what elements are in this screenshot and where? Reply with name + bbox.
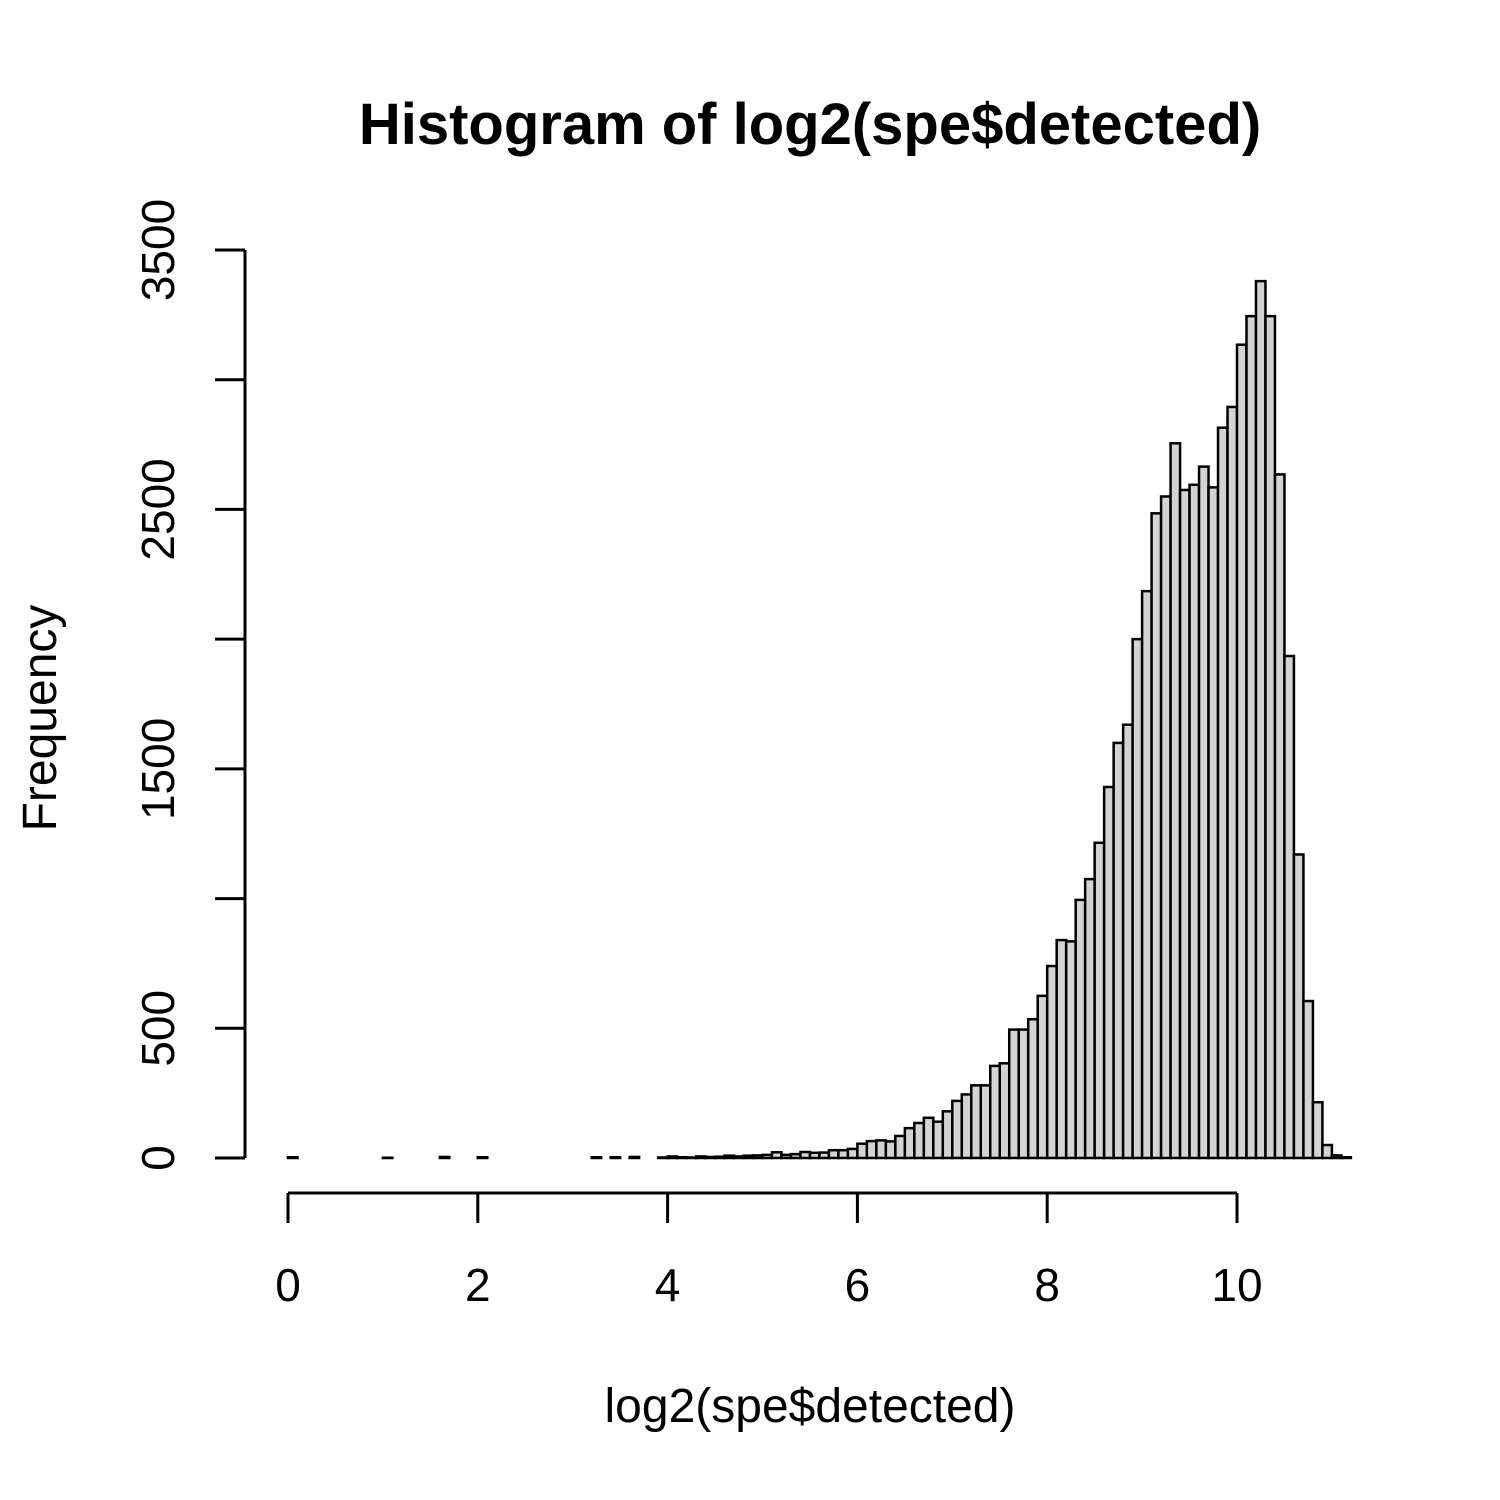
histogram-bar [998,1062,1011,1160]
histogram-bar [704,1155,717,1160]
histogram-bar [1197,465,1210,1160]
histogram-bar [1036,994,1049,1160]
histogram-bar [941,1110,954,1160]
histogram-bar [989,1064,1002,1160]
histogram-bar [1140,589,1153,1160]
histogram-bar [1017,1028,1030,1160]
histogram-bar [780,1153,793,1160]
histogram-bar [476,1155,489,1160]
histogram-bar [922,1116,935,1160]
x-axis-label: log2(spe$detected) [605,1380,1016,1433]
histogram-bar [894,1134,907,1160]
histogram-bar [856,1142,869,1160]
histogram-bar [732,1155,745,1160]
histogram-bar [846,1147,859,1160]
y-axis-label: Frequency [14,605,67,832]
bars-group [286,279,1353,1160]
histogram-bar [1026,1017,1039,1160]
histogram-bar [1150,512,1163,1160]
histogram-bar [1188,483,1201,1160]
histogram-bar [979,1084,992,1160]
histogram-bar [903,1126,916,1160]
histogram-bar [789,1152,802,1160]
histogram-bar [1055,938,1068,1160]
histogram-bar [761,1153,774,1160]
histogram-bar [875,1139,888,1160]
histogram-bar [1273,473,1286,1160]
histogram-bar [1254,279,1267,1160]
x-tick-label: 8 [1034,1259,1060,1311]
histogram-bar [1283,654,1296,1160]
histogram-bar [1311,1100,1324,1160]
histogram-bar [1302,999,1315,1160]
histogram-bar [590,1155,603,1160]
histogram-bar [932,1120,945,1160]
histogram-bar [970,1084,983,1160]
x-tick-label: 4 [655,1259,681,1311]
histogram-bar [1102,785,1115,1160]
histogram-bar [723,1154,736,1160]
histogram-bar [1064,940,1077,1160]
histogram-bar [1093,841,1106,1160]
x-axis: 0 2 4 6 8 10 [275,1191,1263,1311]
histogram-bar [1169,442,1182,1160]
histogram-bar [1083,877,1096,1160]
histogram-bar [694,1155,707,1160]
histogram-bar [675,1155,688,1160]
histogram-bar [1112,741,1125,1160]
histogram-bar [837,1148,850,1160]
histogram-bar [1159,495,1172,1160]
x-tick-label: 10 [1211,1259,1262,1311]
histogram-bar [1321,1143,1334,1160]
chart-title: Histogram of log2(spe$detected) [359,92,1261,157]
histogram-bar [960,1093,973,1160]
y-tick-label: 500 [132,990,184,1067]
histogram-bar [818,1151,831,1160]
y-tick-label: 3500 [132,199,184,301]
y-tick-label: 0 [132,1145,184,1171]
y-tick-label: 1500 [132,718,184,820]
histogram-bar [1264,314,1277,1160]
x-tick-label: 2 [465,1259,491,1311]
histogram-bar [1340,1155,1353,1160]
histogram-bar [770,1151,783,1160]
histogram-bar [865,1139,878,1160]
histogram-bar [666,1155,679,1160]
histogram-bar [685,1156,698,1160]
histogram-bar [1131,637,1144,1160]
histogram-bar [884,1140,897,1160]
histogram-bar [1330,1154,1343,1160]
histogram-bar [1245,314,1258,1160]
histogram-bar [808,1151,821,1160]
histogram-bar [1178,488,1191,1160]
histogram-bar [1292,853,1305,1160]
histogram-bar [913,1121,926,1160]
histogram-bar [713,1155,726,1160]
histogram-bar [286,1155,299,1160]
x-tick-label: 0 [275,1259,301,1311]
histogram-bar [1074,898,1087,1160]
histogram-bar [742,1154,755,1160]
histogram-bar [1235,343,1248,1160]
x-tick-label: 6 [845,1259,871,1311]
histogram-bar [1007,1028,1020,1160]
y-tick-label: 2500 [132,458,184,560]
histogram-bar [609,1155,622,1160]
histogram-bar [1226,405,1239,1160]
histogram-bar [1045,964,1058,1160]
y-axis: 0 500 1500 2500 3500 [132,199,247,1171]
histogram-bar [628,1155,641,1160]
histogram-bar [656,1156,669,1160]
histogram-bar [951,1099,964,1160]
histogram-bar [799,1150,812,1160]
histogram-bar [438,1155,451,1160]
histogram-bar [1216,426,1229,1160]
histogram-bar [1121,723,1134,1160]
histogram-bar [1207,486,1220,1160]
histogram-bar [751,1154,764,1160]
histogram-bar [827,1148,840,1160]
